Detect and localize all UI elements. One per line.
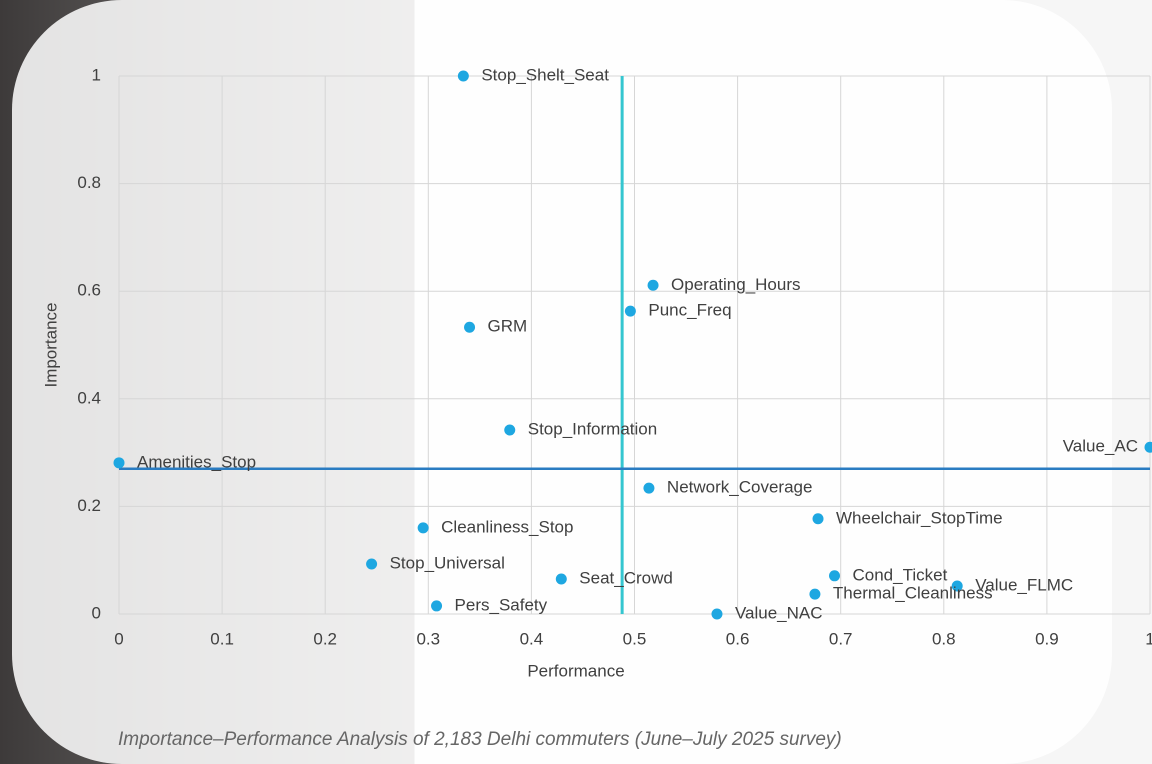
point-label: Value_AC — [1063, 437, 1138, 456]
point — [711, 609, 722, 620]
caption: Importance–Performance Analysis of 2,183… — [118, 729, 842, 750]
point — [643, 483, 654, 494]
chart: Performance Importance Importance–Perfor… — [0, 0, 1152, 764]
point-label: Seat_Crowd — [579, 569, 673, 588]
x-tick-label: 0.2 — [313, 629, 337, 648]
point-label: Stop_Information — [528, 419, 657, 438]
point-label: GRM — [488, 317, 528, 336]
point-label: Stop_Universal — [390, 553, 505, 572]
point — [556, 574, 567, 585]
x-tick-label: 0.6 — [726, 629, 750, 648]
y-tick-label: 0.6 — [77, 281, 101, 300]
point — [464, 322, 475, 333]
point — [431, 600, 442, 611]
point — [114, 457, 125, 468]
y-tick-label: 0.2 — [77, 496, 101, 515]
point-label: Punc_Freq — [648, 301, 731, 320]
y-tick-label: 0.8 — [77, 173, 101, 192]
point-label: Value_NAC — [735, 603, 823, 622]
x-tick-label: 1 — [1145, 629, 1152, 648]
x-tick-label: 0.3 — [416, 629, 440, 648]
point — [625, 306, 636, 317]
point-label: Network_Coverage — [667, 478, 813, 497]
y-axis-title: Importance — [41, 302, 60, 387]
point-label: Thermal_Cleanliness — [833, 584, 993, 603]
x-axis-title: Performance — [527, 661, 624, 680]
point — [813, 513, 824, 524]
page: Performance Importance Importance–Perfor… — [0, 0, 1152, 764]
panel — [12, 0, 1112, 764]
point — [504, 425, 515, 436]
point-label: Stop_Shelt_Seat — [481, 65, 609, 84]
point — [829, 570, 840, 581]
point-label: Cleanliness_Stop — [441, 517, 573, 536]
y-tick-label: 1 — [92, 65, 101, 84]
point-label: Operating_Hours — [671, 275, 800, 294]
x-tick-label: 0.1 — [210, 629, 234, 648]
x-tick-label: 0.9 — [1035, 629, 1059, 648]
y-tick-label: 0 — [92, 603, 101, 622]
x-tick-label: 0.7 — [829, 629, 853, 648]
point — [366, 558, 377, 569]
x-tick-label: 0.4 — [520, 629, 544, 648]
x-tick-label: 0.5 — [623, 629, 647, 648]
point-label: Pers_Safety — [455, 595, 548, 614]
point — [418, 522, 429, 533]
point — [648, 280, 659, 291]
x-tick-label: 0.8 — [932, 629, 956, 648]
point-label: Amenities_Stop — [137, 452, 256, 471]
y-tick-label: 0.4 — [77, 388, 101, 407]
point — [458, 71, 469, 82]
point-label: Wheelchair_StopTime — [836, 508, 1003, 527]
point-label: Cond_Ticket — [853, 565, 948, 584]
point — [809, 589, 820, 600]
x-tick-label: 0 — [114, 629, 123, 648]
